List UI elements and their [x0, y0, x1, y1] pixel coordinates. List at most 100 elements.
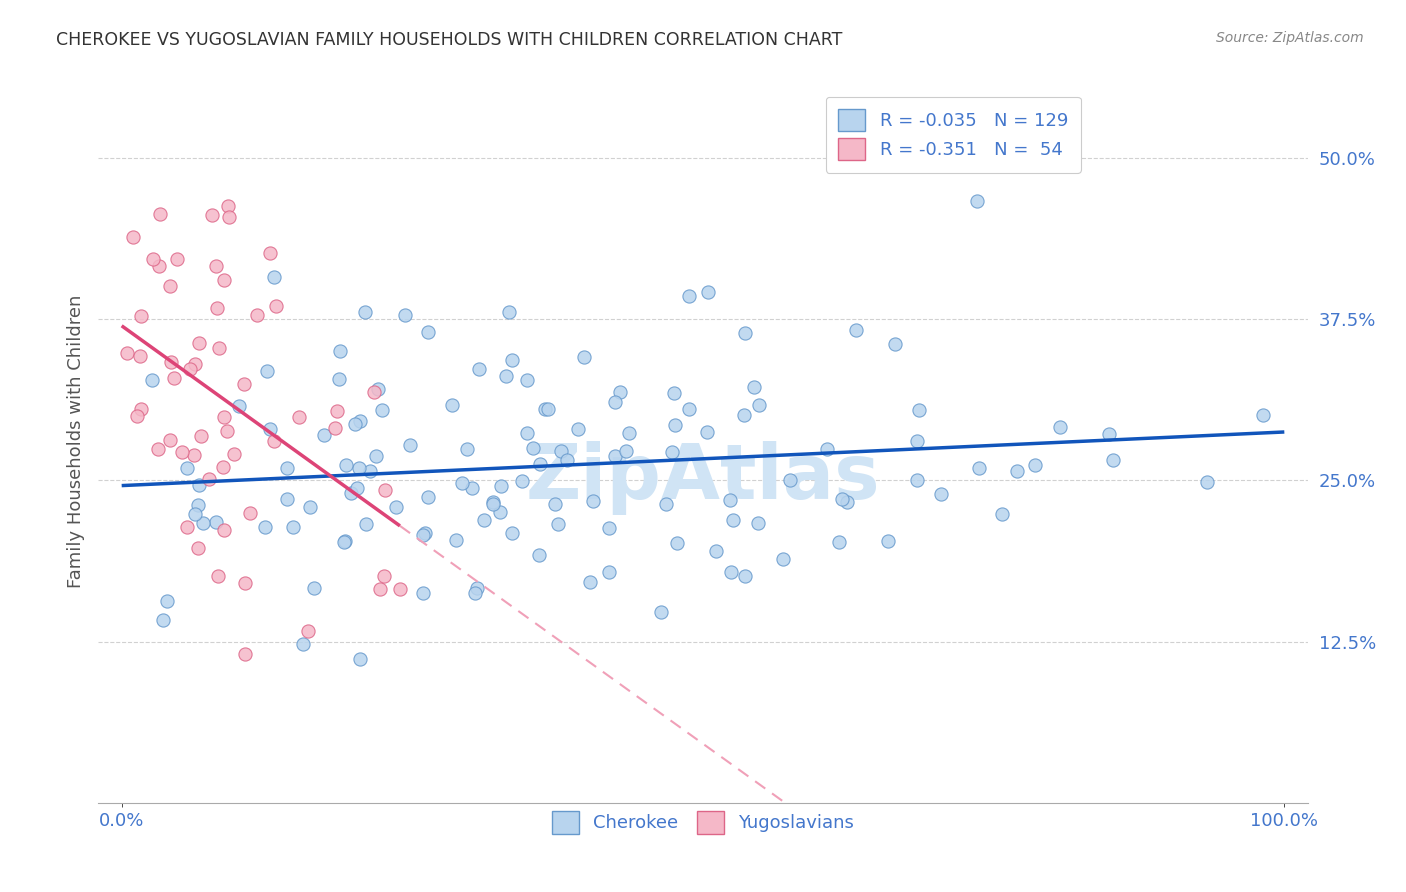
- Point: [456, 442, 478, 457]
- Point: [481, 497, 503, 511]
- Point: [617, 425, 640, 440]
- Point: [1024, 458, 1046, 473]
- Point: [883, 337, 905, 351]
- Point: [339, 485, 361, 500]
- Point: [533, 402, 555, 417]
- Point: [188, 336, 211, 351]
- Point: [572, 350, 595, 364]
- Point: [326, 403, 349, 417]
- Point: [212, 460, 235, 475]
- Point: [176, 461, 198, 475]
- Point: [450, 475, 472, 490]
- Point: [603, 449, 626, 463]
- Point: [446, 533, 468, 547]
- Point: [259, 422, 281, 436]
- Point: [555, 453, 578, 467]
- Point: [461, 481, 484, 495]
- Point: [367, 382, 389, 396]
- Point: [297, 624, 319, 638]
- Point: [283, 520, 305, 534]
- Point: [666, 536, 689, 550]
- Point: [440, 398, 463, 412]
- Point: [218, 210, 240, 224]
- Point: [1049, 420, 1071, 434]
- Point: [720, 566, 742, 580]
- Point: [354, 517, 377, 532]
- Point: [212, 410, 235, 425]
- Point: [205, 301, 228, 316]
- Point: [991, 507, 1014, 521]
- Point: [966, 194, 988, 209]
- Point: [291, 637, 314, 651]
- Point: [412, 527, 434, 541]
- Point: [347, 461, 370, 475]
- Point: [734, 569, 756, 583]
- Point: [122, 229, 145, 244]
- Point: [465, 581, 488, 595]
- Point: [495, 369, 517, 384]
- Point: [516, 373, 538, 387]
- Point: [160, 354, 183, 368]
- Point: [747, 516, 769, 531]
- Point: [748, 398, 770, 412]
- Point: [146, 442, 169, 456]
- Point: [815, 442, 838, 457]
- Point: [254, 519, 277, 533]
- Point: [678, 289, 700, 303]
- Point: [312, 427, 335, 442]
- Point: [905, 473, 928, 487]
- Point: [696, 425, 718, 439]
- Point: [734, 326, 756, 340]
- Point: [148, 259, 170, 273]
- Point: [929, 487, 952, 501]
- Point: [1098, 426, 1121, 441]
- Point: [188, 477, 211, 491]
- Point: [468, 362, 491, 376]
- Point: [366, 450, 388, 464]
- Point: [159, 434, 181, 448]
- Point: [544, 497, 567, 511]
- Text: CHEROKEE VS YUGOSLAVIAN FAMILY HOUSEHOLDS WITH CHILDREN CORRELATION CHART: CHEROKEE VS YUGOSLAVIAN FAMILY HOUSEHOLD…: [56, 31, 842, 49]
- Point: [353, 304, 375, 318]
- Point: [370, 403, 392, 417]
- Point: [183, 507, 205, 521]
- Point: [537, 401, 560, 416]
- Point: [302, 581, 325, 595]
- Point: [876, 534, 898, 549]
- Point: [412, 585, 434, 599]
- Point: [678, 401, 700, 416]
- Point: [228, 399, 250, 413]
- Point: [498, 305, 520, 319]
- Point: [235, 647, 257, 661]
- Point: [276, 461, 298, 475]
- Point: [609, 385, 631, 400]
- Point: [141, 373, 163, 387]
- Point: [510, 475, 533, 489]
- Point: [335, 458, 357, 472]
- Point: [222, 447, 245, 461]
- Point: [207, 569, 229, 583]
- Point: [385, 500, 408, 514]
- Point: [1007, 464, 1029, 478]
- Point: [482, 495, 505, 509]
- Point: [905, 434, 928, 448]
- Point: [967, 461, 990, 475]
- Point: [527, 548, 550, 562]
- Point: [205, 259, 228, 273]
- Point: [328, 372, 350, 386]
- Point: [179, 361, 201, 376]
- Point: [176, 520, 198, 534]
- Point: [263, 270, 285, 285]
- Point: [131, 401, 153, 416]
- Point: [163, 371, 186, 385]
- Point: [187, 498, 209, 512]
- Point: [142, 252, 165, 267]
- Point: [394, 308, 416, 322]
- Point: [398, 438, 420, 452]
- Point: [183, 448, 205, 462]
- Point: [598, 566, 620, 580]
- Point: [233, 377, 256, 392]
- Point: [464, 585, 486, 599]
- Point: [259, 246, 281, 260]
- Point: [388, 582, 411, 597]
